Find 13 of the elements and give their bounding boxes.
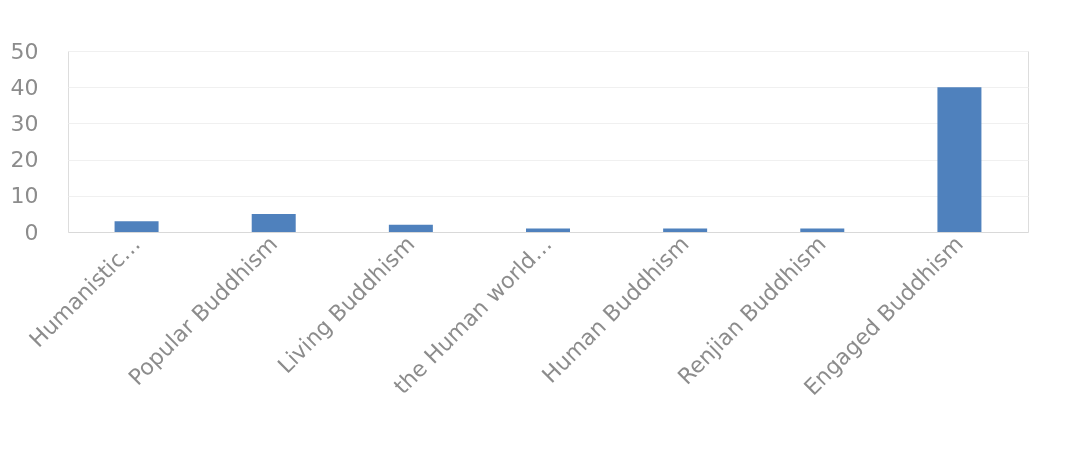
y-tick-label: 20 [10, 147, 39, 173]
y-tick-label: 40 [10, 74, 39, 100]
bar [114, 221, 159, 232]
y-tick-label: 0 [24, 219, 39, 245]
y-tick-label: 50 [10, 38, 39, 64]
y-tick-label: 10 [10, 183, 39, 209]
bar [937, 87, 982, 232]
bar [663, 228, 708, 232]
bar [800, 228, 845, 232]
bar [251, 213, 296, 232]
bar [388, 224, 433, 232]
y-tick-label: 30 [10, 110, 39, 136]
bar [526, 228, 570, 232]
